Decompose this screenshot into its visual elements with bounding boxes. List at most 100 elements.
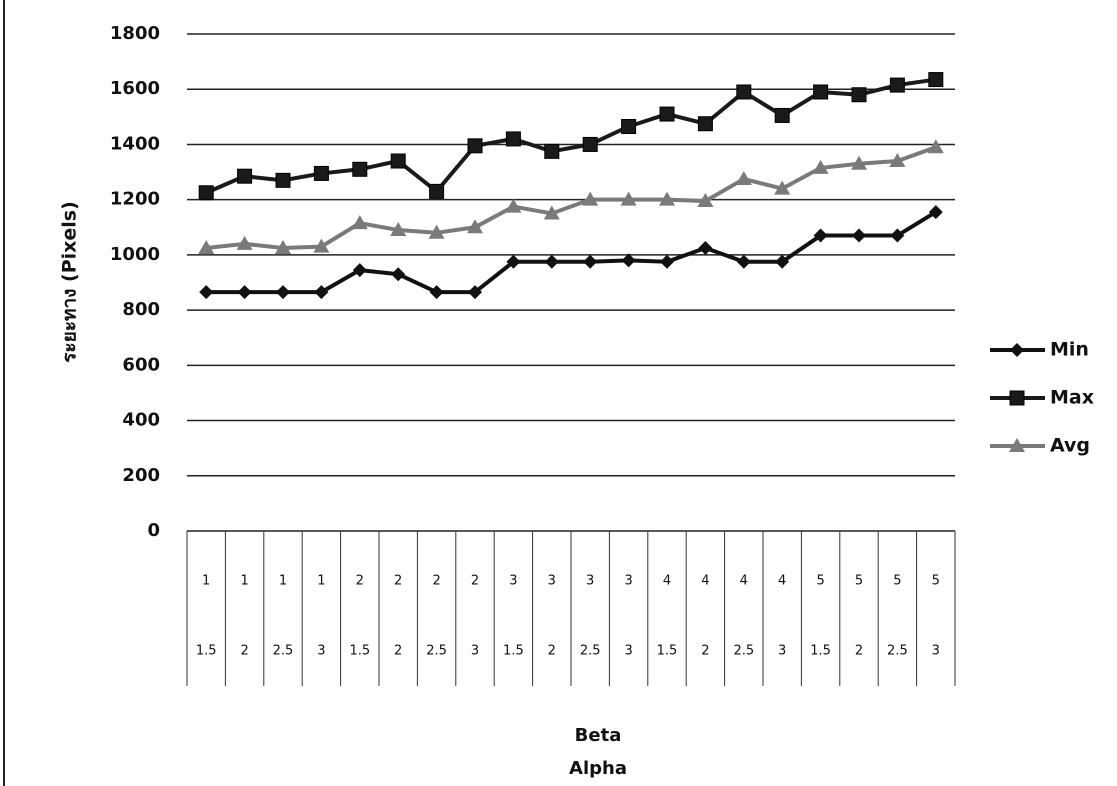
x-tick-label: 5 xyxy=(893,574,901,589)
x-tick-label: 5 xyxy=(932,574,940,589)
data-point xyxy=(583,254,598,269)
data-point xyxy=(812,159,829,174)
legend-marker xyxy=(1010,343,1024,357)
data-point xyxy=(697,116,713,132)
x-tick-label: 3 xyxy=(586,574,594,589)
x-tick-label: 2 xyxy=(356,574,364,589)
series-line xyxy=(205,145,937,250)
x-tick-label: 2 xyxy=(701,644,709,659)
data-point xyxy=(774,180,791,195)
data-point xyxy=(468,285,482,300)
data-point xyxy=(659,191,675,206)
series-line xyxy=(206,210,937,295)
data-point xyxy=(774,107,790,123)
y-tick-label: 400 xyxy=(122,410,160,431)
x-tick-label: 3 xyxy=(509,574,517,589)
x-tick-label: 2 xyxy=(394,644,402,659)
x-tick-label: 2 xyxy=(548,644,556,659)
y-tick-label: 200 xyxy=(122,465,160,486)
x-tick-label: 1 xyxy=(279,574,287,589)
data-point xyxy=(928,205,943,220)
x-tick-label: 1.5 xyxy=(196,644,217,659)
data-point xyxy=(736,254,751,269)
x-tick-label: 2.5 xyxy=(580,644,601,659)
x-tick-label: 3 xyxy=(932,644,940,659)
x-tick-label: 1.5 xyxy=(810,644,831,659)
y-tick-label: 1000 xyxy=(110,244,160,265)
x-tick-label: 3 xyxy=(624,574,632,589)
data-point xyxy=(775,254,790,269)
x-tick-label: 1.5 xyxy=(657,644,678,659)
data-point xyxy=(506,254,521,269)
x-tick-label: 2.5 xyxy=(273,644,294,659)
data-point xyxy=(620,191,637,206)
y-axis-label: ระยะทาง (Pixels) xyxy=(59,201,81,363)
data-point xyxy=(429,285,444,300)
data-point xyxy=(659,106,675,122)
x-tick-label: 2.5 xyxy=(887,644,908,659)
y-tick-label: 1600 xyxy=(110,78,160,99)
x-tick-label: 1.5 xyxy=(349,644,370,659)
x-tick-label: 1.5 xyxy=(503,644,524,659)
data-point xyxy=(275,172,291,188)
y-tick-label: 800 xyxy=(122,299,160,320)
x-tick-label: 2 xyxy=(432,574,440,589)
data-point xyxy=(352,161,368,177)
legend-label: Avg xyxy=(1050,435,1090,457)
y-tick-label: 1800 xyxy=(110,23,160,44)
x-tick-label: 3 xyxy=(471,644,479,659)
data-point xyxy=(352,263,367,278)
data-point xyxy=(852,228,866,243)
x-tick-label: 2.5 xyxy=(426,644,447,659)
legend-marker xyxy=(1009,438,1025,452)
x-tick-label: 1 xyxy=(317,574,325,589)
legend-label: Max xyxy=(1050,387,1094,409)
legend-label: Min xyxy=(1050,339,1089,361)
data-point xyxy=(544,254,559,269)
data-point xyxy=(276,285,290,300)
data-point xyxy=(467,138,483,154)
data-point xyxy=(237,168,253,184)
data-point xyxy=(390,153,406,169)
data-point xyxy=(390,222,407,237)
x-tick-label: 5 xyxy=(855,574,863,589)
x-tick-label: 4 xyxy=(740,574,748,589)
data-point xyxy=(890,228,905,243)
data-point xyxy=(198,185,214,201)
data-point xyxy=(313,238,330,253)
y-tick-label: 600 xyxy=(122,354,160,375)
data-point xyxy=(851,87,867,103)
x-tick-label: 2 xyxy=(471,574,479,589)
data-point xyxy=(697,193,714,208)
data-point xyxy=(429,183,445,199)
data-point xyxy=(199,285,214,300)
x-tick-label: 3 xyxy=(624,644,632,659)
legend-marker xyxy=(1009,390,1025,406)
data-point xyxy=(505,198,522,213)
x-tick-label: 1 xyxy=(240,574,248,589)
data-point xyxy=(582,191,599,206)
data-point xyxy=(236,235,253,250)
x-tick-label: 5 xyxy=(816,574,824,589)
x-tick-label: 4 xyxy=(701,574,709,589)
x-tick-label: 2.5 xyxy=(733,644,754,659)
data-point xyxy=(621,253,636,268)
data-point xyxy=(198,239,215,254)
y-tick-label: 1400 xyxy=(110,133,160,154)
x-tick-label: 2 xyxy=(240,644,248,659)
data-point xyxy=(582,136,598,152)
data-point xyxy=(813,228,828,243)
data-point xyxy=(544,143,560,159)
data-point xyxy=(621,118,637,134)
x-tick-label: 4 xyxy=(663,574,671,589)
x-tick-label: 3 xyxy=(548,574,556,589)
data-point xyxy=(467,219,483,234)
data-point xyxy=(275,239,291,254)
data-point xyxy=(889,77,905,93)
data-point xyxy=(313,165,329,181)
data-point xyxy=(505,131,521,147)
y-tick-label: 0 xyxy=(147,520,160,541)
data-point xyxy=(660,254,674,269)
data-point xyxy=(927,139,944,154)
